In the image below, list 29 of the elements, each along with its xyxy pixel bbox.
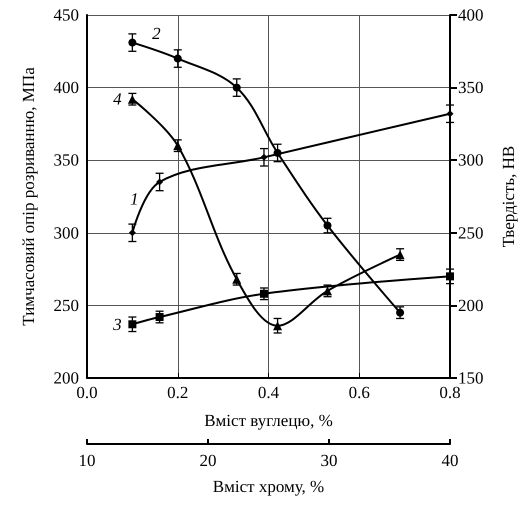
x2-tick-label: 40 bbox=[442, 451, 458, 470]
y-tick-label: 350 bbox=[54, 150, 79, 170]
y2-tick-label: 350 bbox=[458, 78, 484, 98]
y-tick-label: 450 bbox=[54, 6, 79, 24]
series-label: 3 bbox=[112, 314, 122, 334]
y-tick-label: 300 bbox=[54, 223, 79, 242]
y2-tick-label: 300 bbox=[458, 150, 484, 170]
x-tick-label: 0.8 bbox=[439, 383, 461, 402]
series-label: 2 bbox=[152, 24, 162, 44]
y2-tick-label: 250 bbox=[458, 223, 484, 242]
y2-tick-label: 150 bbox=[458, 368, 484, 388]
y-tick-label: 400 bbox=[54, 78, 79, 98]
y2-axis-title: Твердість, НВ bbox=[499, 146, 518, 248]
x2-tick-label: 30 bbox=[320, 451, 338, 470]
y-axis-title: Тимчасовий опір розриванню, МПа bbox=[19, 66, 38, 326]
y2-tick-label: 200 bbox=[458, 296, 484, 315]
x-tick-label: 0.4 bbox=[258, 383, 280, 402]
y-tick-label: 250 bbox=[54, 296, 79, 315]
x-tick-label: 0.2 bbox=[167, 383, 188, 402]
x-tick-label: 0.0 bbox=[76, 383, 98, 402]
y2-tick-label: 400 bbox=[458, 6, 484, 24]
x2-tick-label: 20 bbox=[200, 451, 216, 470]
y-tick-label: 200 bbox=[54, 368, 79, 388]
x2-tick-label: 10 bbox=[78, 451, 96, 470]
x-axis-title: Вміст вуглецю, % bbox=[204, 411, 333, 430]
series-label: 4 bbox=[113, 90, 122, 109]
series-label: 1 bbox=[130, 189, 139, 208]
x2-axis-title: Вміст хрому, % bbox=[212, 477, 324, 496]
x-tick-label: 0.6 bbox=[348, 383, 370, 402]
